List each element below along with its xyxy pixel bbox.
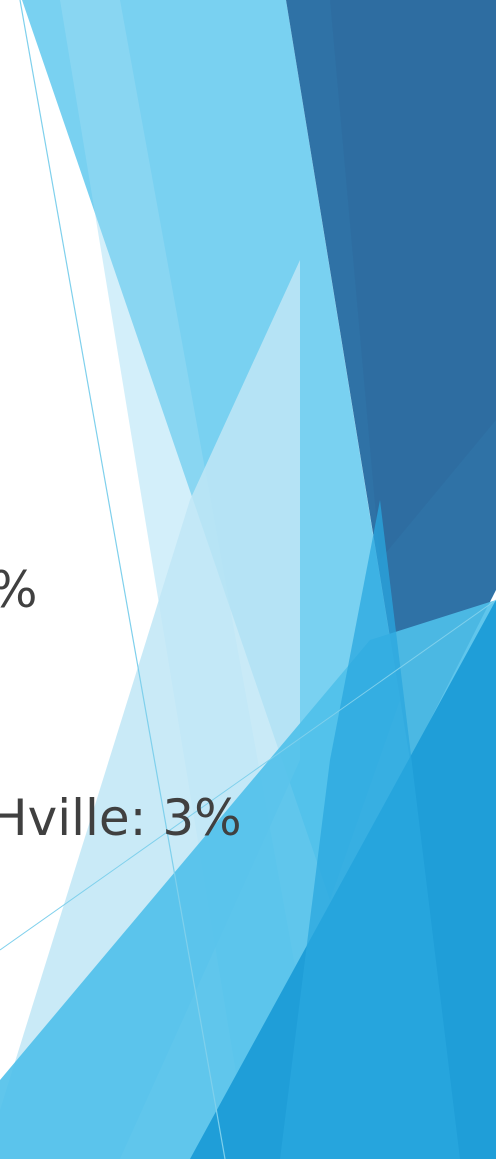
pale-lower-band bbox=[0, 260, 300, 1159]
blue-strip bbox=[280, 500, 460, 1159]
thin-line-2 bbox=[0, 599, 496, 951]
light-blue-band bbox=[22, 0, 400, 900]
dark-blue-overlay bbox=[330, 0, 496, 560]
slide-text-line-1: % bbox=[0, 560, 38, 620]
thin-line-1 bbox=[19, 0, 226, 1159]
slide-text-line-2: Hville: 3% bbox=[0, 789, 242, 847]
